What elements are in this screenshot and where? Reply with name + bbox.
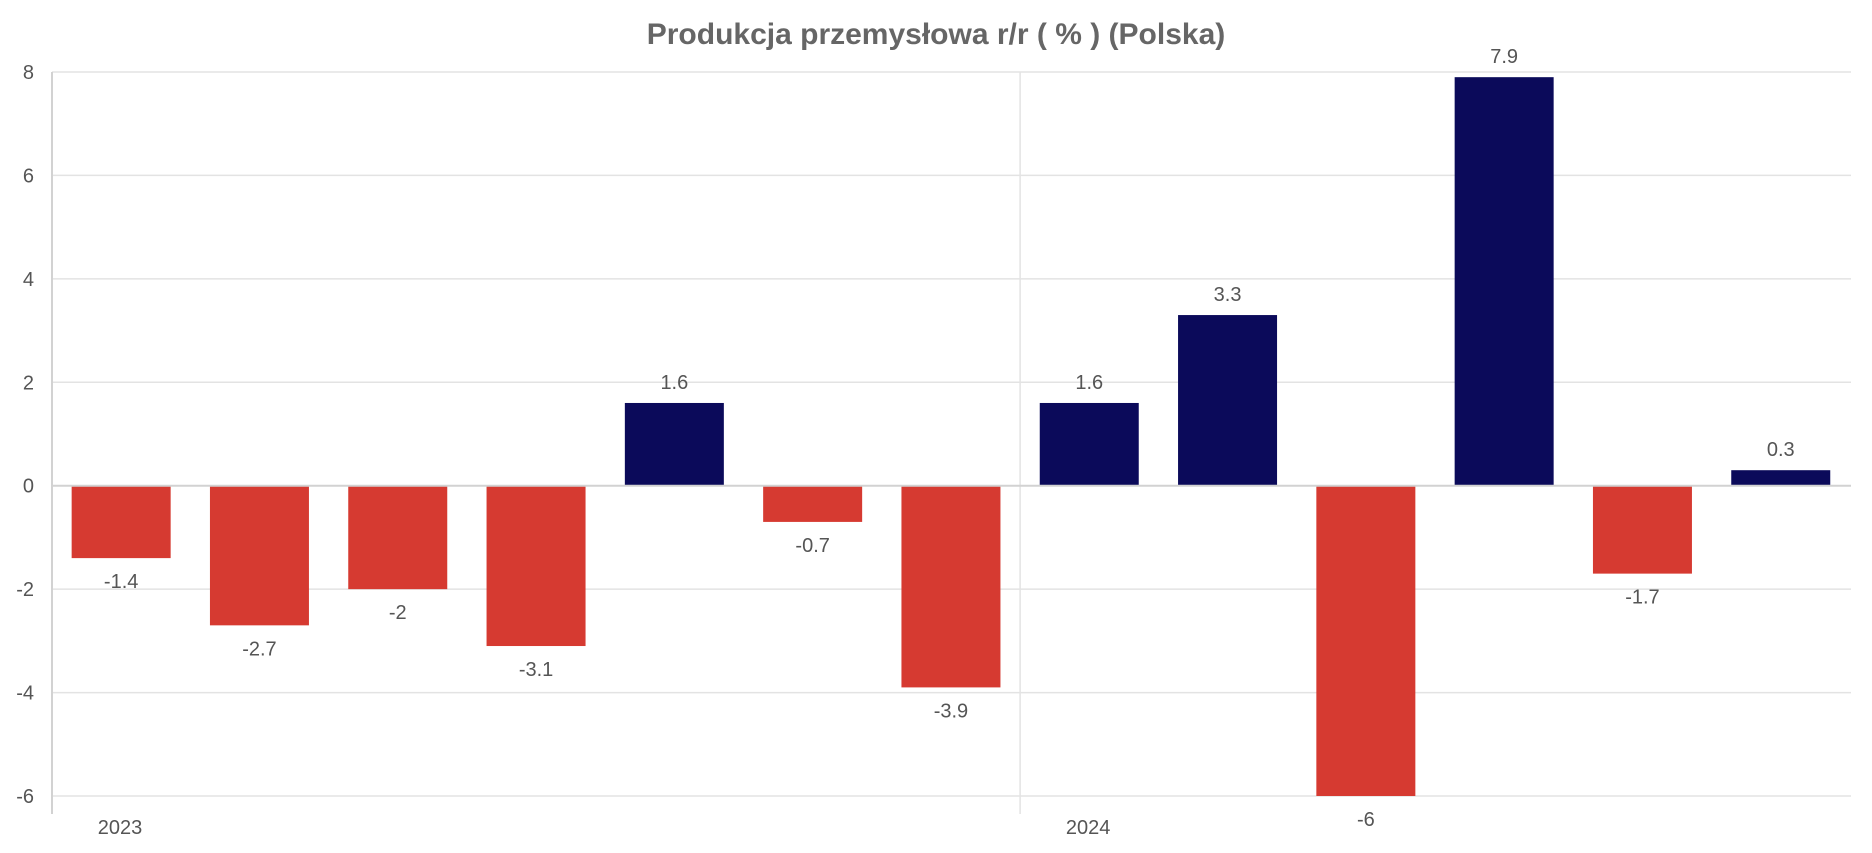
y-tick-label: 4 bbox=[23, 269, 34, 291]
bar-negative[interactable] bbox=[71, 485, 171, 559]
bar-value-label: 1.6 bbox=[1075, 372, 1103, 394]
y-tick-label: -2 bbox=[16, 579, 34, 601]
y-tick-label: -6 bbox=[16, 786, 34, 808]
x-year-label: 2024 bbox=[1066, 817, 1111, 839]
chart-title: Produkcja przemysłowa r/r ( % ) (Polska) bbox=[647, 18, 1226, 51]
y-tick-label: 8 bbox=[23, 62, 34, 84]
bar-positive[interactable] bbox=[1178, 315, 1278, 486]
bar-value-label: 0.3 bbox=[1767, 439, 1795, 461]
bar-negative[interactable] bbox=[348, 485, 448, 590]
bar-negative[interactable] bbox=[763, 485, 863, 522]
bar-negative[interactable] bbox=[486, 485, 586, 647]
bar-value-label: -2 bbox=[389, 602, 407, 624]
bar-negative[interactable] bbox=[209, 485, 309, 626]
bar-value-label: -3.9 bbox=[934, 700, 968, 722]
bar-value-label: -2.7 bbox=[242, 638, 276, 660]
bar-positive[interactable] bbox=[1731, 470, 1831, 486]
bar-value-label: -3.1 bbox=[519, 659, 553, 681]
axis-layer: 8 6 4 2 0 -2 -4 -6 2023 2024 bbox=[16, 62, 1851, 839]
data-labels-layer: -1.4 -2.7 -2 -3.1 1.6 -0.7 -3.9 1.6 3.3 -6 7.9 -1.7… bbox=[104, 46, 1795, 831]
bar-value-label: 7.9 bbox=[1490, 46, 1518, 68]
bar-value-label: -6 bbox=[1357, 809, 1375, 831]
y-tick-label: 2 bbox=[23, 372, 34, 394]
bar-value-label: -1.7 bbox=[1625, 587, 1659, 609]
bar-negative[interactable] bbox=[1592, 485, 1692, 574]
bar-value-label: -1.4 bbox=[104, 571, 138, 593]
bars-layer bbox=[71, 77, 1831, 796]
bar-positive[interactable] bbox=[1039, 402, 1139, 486]
bar-positive[interactable] bbox=[624, 402, 724, 486]
bar-negative[interactable] bbox=[1316, 485, 1416, 796]
x-year-label: 2023 bbox=[98, 817, 143, 839]
bar-value-label: -0.7 bbox=[795, 535, 829, 557]
bar-value-label: 1.6 bbox=[660, 372, 688, 394]
y-tick-label: 6 bbox=[23, 165, 34, 187]
y-tick-label: 0 bbox=[23, 476, 34, 498]
bar-value-label: 3.3 bbox=[1214, 284, 1242, 306]
bar-negative[interactable] bbox=[901, 485, 1001, 688]
y-tick-label: -4 bbox=[16, 683, 34, 705]
bar-positive[interactable] bbox=[1454, 77, 1554, 486]
